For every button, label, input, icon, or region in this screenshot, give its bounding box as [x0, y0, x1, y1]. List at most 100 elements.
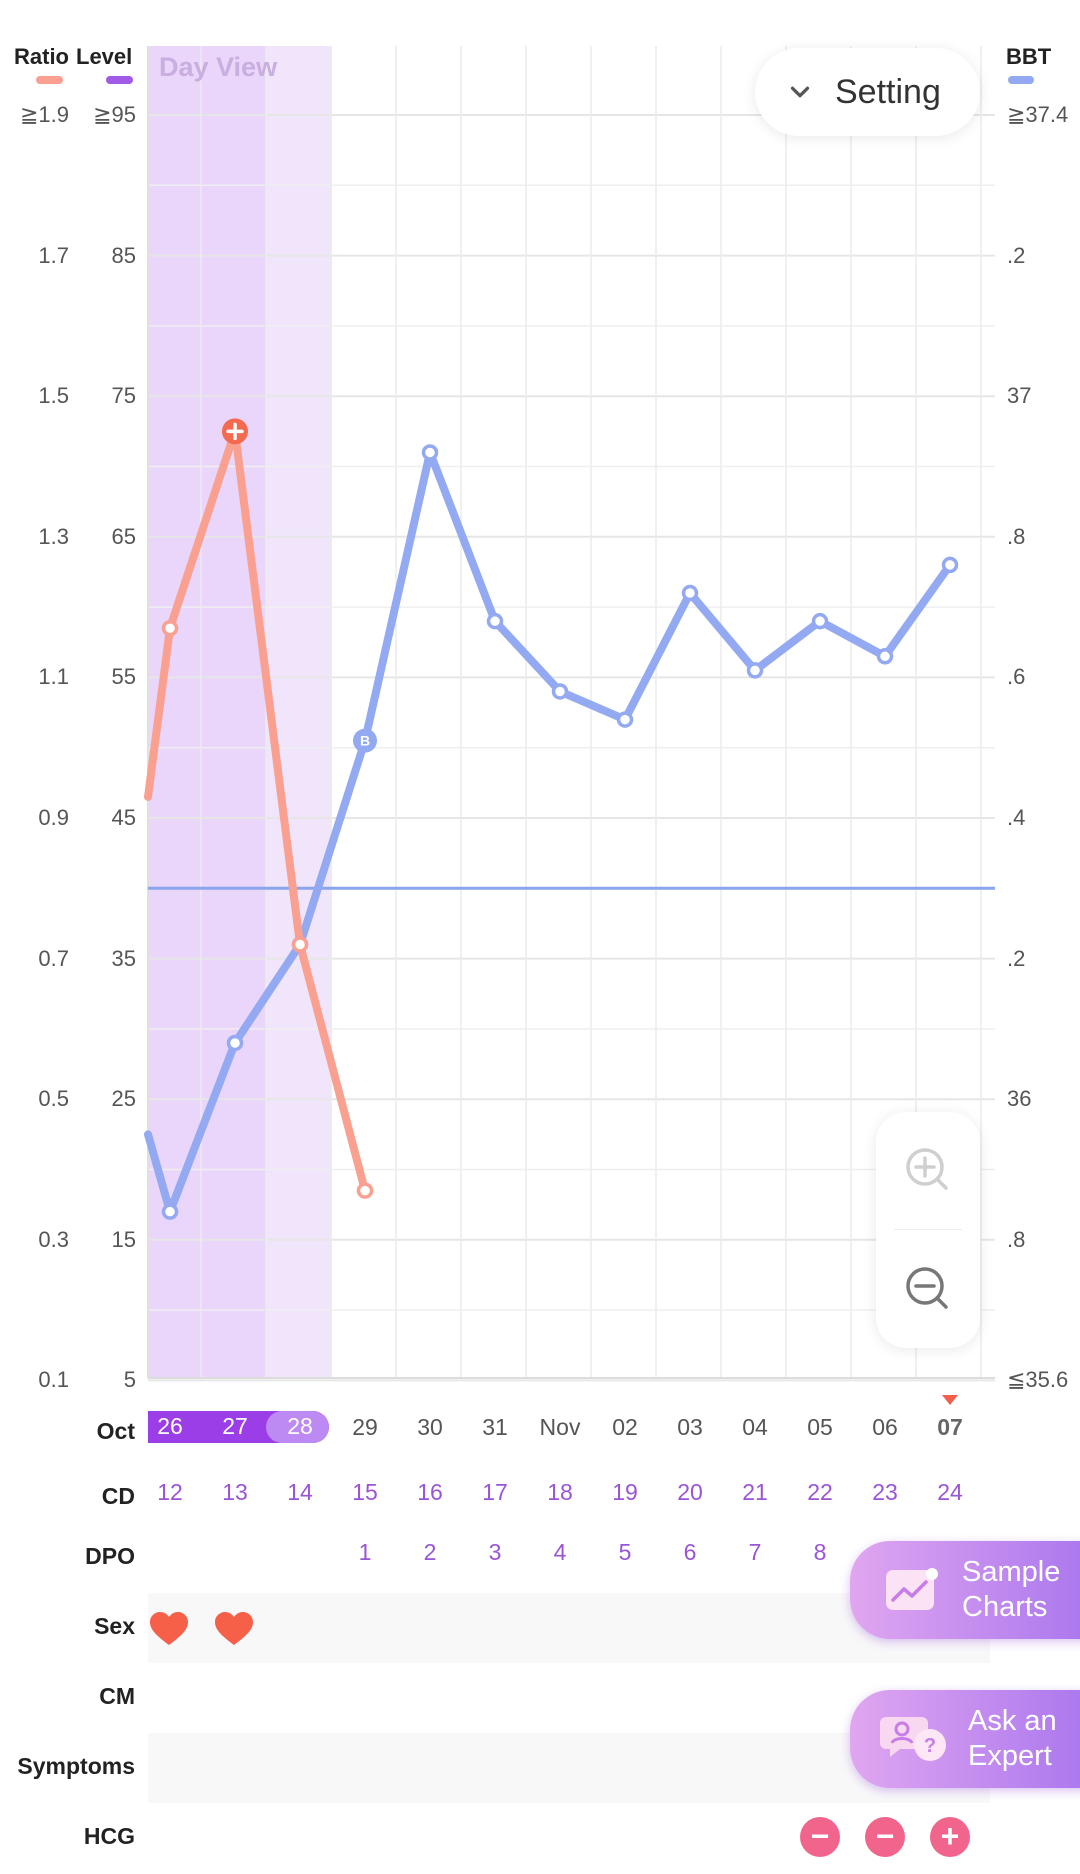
bbt-tick-label: .8	[1007, 1226, 1026, 1252]
zoom-out-icon	[906, 1267, 948, 1309]
hcg-negative-icon[interactable]: −	[865, 1817, 905, 1857]
sex-row-label: Sex	[94, 1613, 135, 1639]
ratio-tick-label: 0.5	[38, 1086, 69, 1112]
ratio-legend-swatch	[36, 76, 63, 84]
dpo-label: 7	[748, 1539, 762, 1565]
date-label[interactable]: 07	[937, 1414, 963, 1440]
peak-days-band	[148, 46, 266, 1378]
cd-label: 17	[482, 1479, 508, 1505]
bbt-point	[811, 612, 829, 630]
fertile-window-band	[266, 46, 332, 1378]
bbt-point	[941, 556, 959, 574]
bbt-header: BBT	[1006, 44, 1052, 69]
level-tick-label: 75	[111, 383, 136, 409]
ask-expert-icon: ?	[880, 1717, 946, 1761]
bbt-point	[616, 711, 634, 728]
date-label[interactable]: 06	[872, 1414, 898, 1440]
date-label[interactable]: 29	[352, 1414, 378, 1440]
zoom-controls	[876, 1112, 980, 1348]
level-header: Level	[76, 44, 133, 69]
bbt-chart[interactable]: B	[0, 0, 1080, 1400]
bbt-line	[144, 448, 954, 1216]
level-legend-swatch	[106, 76, 133, 84]
level-tick-label: 35	[111, 945, 136, 971]
date-label[interactable]: 31	[482, 1414, 508, 1440]
ask-expert-button[interactable]: ? Ask an Expert	[850, 1690, 1080, 1788]
cd-row-label: CD	[101, 1483, 135, 1509]
cd-label: 16	[417, 1479, 443, 1505]
ask-expert-line2: Expert	[968, 1740, 1052, 1772]
bbt-tick-label: 36	[1007, 1086, 1032, 1112]
level-tick-label: 15	[111, 1226, 136, 1252]
dpo-label: 6	[683, 1539, 697, 1565]
ratio-tick-label: 0.3	[38, 1226, 69, 1252]
bbt-point	[161, 1203, 179, 1220]
ratio-tick-label: 0.7	[38, 945, 69, 971]
level-tick-label: 25	[111, 1086, 136, 1112]
bbt-tick-label: .2	[1007, 945, 1026, 971]
day-view-label: Day View	[159, 52, 278, 82]
date-label[interactable]: 04	[742, 1414, 768, 1440]
bbt-point	[746, 662, 764, 679]
dpo-label: 3	[488, 1539, 502, 1565]
cd-label: 15	[352, 1479, 378, 1505]
cd-label: 23	[872, 1479, 898, 1505]
date-label[interactable]: 03	[677, 1414, 703, 1440]
zoom-in-button[interactable]	[876, 1112, 980, 1228]
ratio-tick-label: 0.1	[38, 1367, 69, 1393]
zoom-out-button[interactable]	[876, 1230, 980, 1348]
ratio-tick-label: 1.3	[38, 523, 69, 549]
chevron-down-icon	[790, 86, 810, 98]
cd-label: 14	[287, 1479, 313, 1505]
date-label[interactable]: 05	[807, 1414, 833, 1440]
sample-charts-button[interactable]: Sample Charts	[850, 1541, 1080, 1639]
bbt-point	[421, 444, 439, 461]
hcg-positive-icon[interactable]: +	[930, 1817, 970, 1857]
cd-label: 19	[612, 1479, 638, 1505]
bbt-legend-swatch	[1008, 76, 1034, 84]
date-label[interactable]: 02	[612, 1414, 638, 1440]
level-tick-label: 65	[111, 523, 136, 549]
cm-row-label: CM	[99, 1683, 135, 1709]
bbt-b-marker: B	[360, 733, 370, 749]
date-label[interactable]: Nov	[539, 1414, 581, 1440]
date-label[interactable]: 26	[157, 1413, 183, 1439]
ratio-tick-label: 0.9	[38, 805, 69, 830]
ratio-tick-label: ≧1.9	[19, 102, 69, 127]
bbt-point	[353, 728, 377, 753]
cd-label: 12	[157, 1479, 183, 1505]
month-label: Oct	[96, 1418, 135, 1444]
dpo-label: 2	[423, 1539, 437, 1565]
ask-expert-line1: Ask an	[968, 1705, 1057, 1737]
symptoms-row-label: Symptoms	[17, 1753, 135, 1779]
setting-button[interactable]: Setting	[755, 48, 980, 136]
level-tick-label: 85	[111, 242, 136, 268]
symptoms-row	[148, 1733, 990, 1803]
date-label[interactable]: 30	[417, 1414, 443, 1440]
hcg-row-label: HCG	[83, 1823, 135, 1849]
cd-label: 13	[222, 1479, 248, 1505]
ratio-tick-label: 1.5	[38, 383, 69, 409]
cd-label: 20	[677, 1479, 703, 1505]
bbt-tick-label: ≦35.6	[1007, 1367, 1069, 1393]
hcg-negative-icon[interactable]: −	[800, 1817, 840, 1857]
ratio-point	[161, 619, 179, 637]
date-label[interactable]: 27	[222, 1413, 248, 1439]
level-tick-label: 5	[123, 1367, 136, 1393]
zoom-in-icon	[906, 1148, 948, 1190]
bbt-tick-label: .8	[1007, 523, 1026, 549]
ratio-point	[356, 1182, 374, 1199]
bbt-point	[551, 683, 569, 700]
today-marker-icon	[942, 1395, 958, 1405]
dpo-label: 1	[358, 1539, 372, 1565]
sex-row	[148, 1593, 990, 1663]
dpo-label: 4	[553, 1539, 567, 1565]
bbt-point	[226, 1034, 244, 1052]
cd-label: 21	[742, 1479, 768, 1505]
heart-icon[interactable]	[214, 1611, 254, 1647]
heart-icon[interactable]	[149, 1611, 189, 1647]
date-label[interactable]: 28	[287, 1413, 313, 1439]
ratio-tick-label: 1.7	[38, 242, 69, 268]
bbt-tick-label: .4	[1007, 805, 1026, 830]
ratio-tick-label: 1.1	[38, 664, 69, 690]
